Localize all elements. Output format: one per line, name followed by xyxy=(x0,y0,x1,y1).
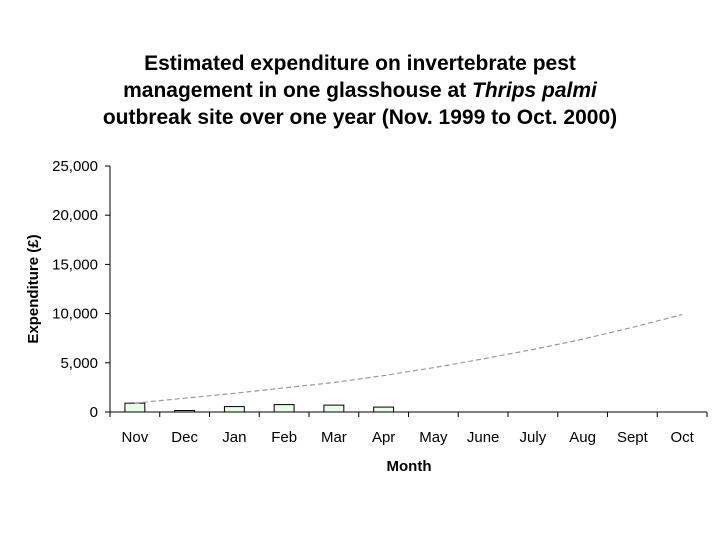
x-tick-label: May xyxy=(419,429,448,446)
chart-title-line-1: Estimated expenditure on invertebrate pe… xyxy=(144,52,576,75)
chart-title-line-2: management in one glasshouse at Thrips p… xyxy=(40,77,680,104)
y-tick-label: 10,000 xyxy=(52,306,98,323)
y-tick-label: 25,000 xyxy=(52,158,98,175)
x-tick-label: Sept xyxy=(617,429,649,446)
x-axis-label: Month xyxy=(387,458,432,475)
chart-title-line-2-text: management in one glasshouse at xyxy=(123,79,467,102)
x-tick-label: Oct xyxy=(670,429,694,446)
x-tick-label: Dec xyxy=(171,429,198,446)
y-tick-label: 0 xyxy=(90,404,98,421)
x-tick-label: Feb xyxy=(271,429,297,446)
chart-title-line-3: outbreak site over one year (Nov. 1999 t… xyxy=(102,106,618,129)
x-tick-label: Aug xyxy=(569,429,596,446)
chart-title-species: Thrips palmi xyxy=(472,79,597,102)
y-tick-label: 20,000 xyxy=(52,207,98,224)
y-tick-label: 5,000 xyxy=(60,355,98,372)
x-tick-label: Jan xyxy=(222,429,246,446)
chart-title: Estimated expenditure on invertebrate pe… xyxy=(40,50,680,131)
bar-jan xyxy=(223,406,245,413)
x-tick-label: July xyxy=(520,429,547,446)
trendline xyxy=(134,314,683,404)
x-tick-label: Mar xyxy=(321,429,347,446)
bar-dec xyxy=(174,410,196,413)
x-tick-label: Nov xyxy=(122,429,149,446)
x-tick-label: June xyxy=(467,429,500,446)
y-tick-label: 15,000 xyxy=(52,256,98,273)
bar-nov xyxy=(124,402,146,413)
bar-mar xyxy=(323,404,345,413)
bar-feb xyxy=(273,404,295,413)
y-axis-label: Expenditure (£) xyxy=(25,234,42,343)
bar-apr xyxy=(373,406,395,413)
x-tick-label: Apr xyxy=(372,429,395,446)
